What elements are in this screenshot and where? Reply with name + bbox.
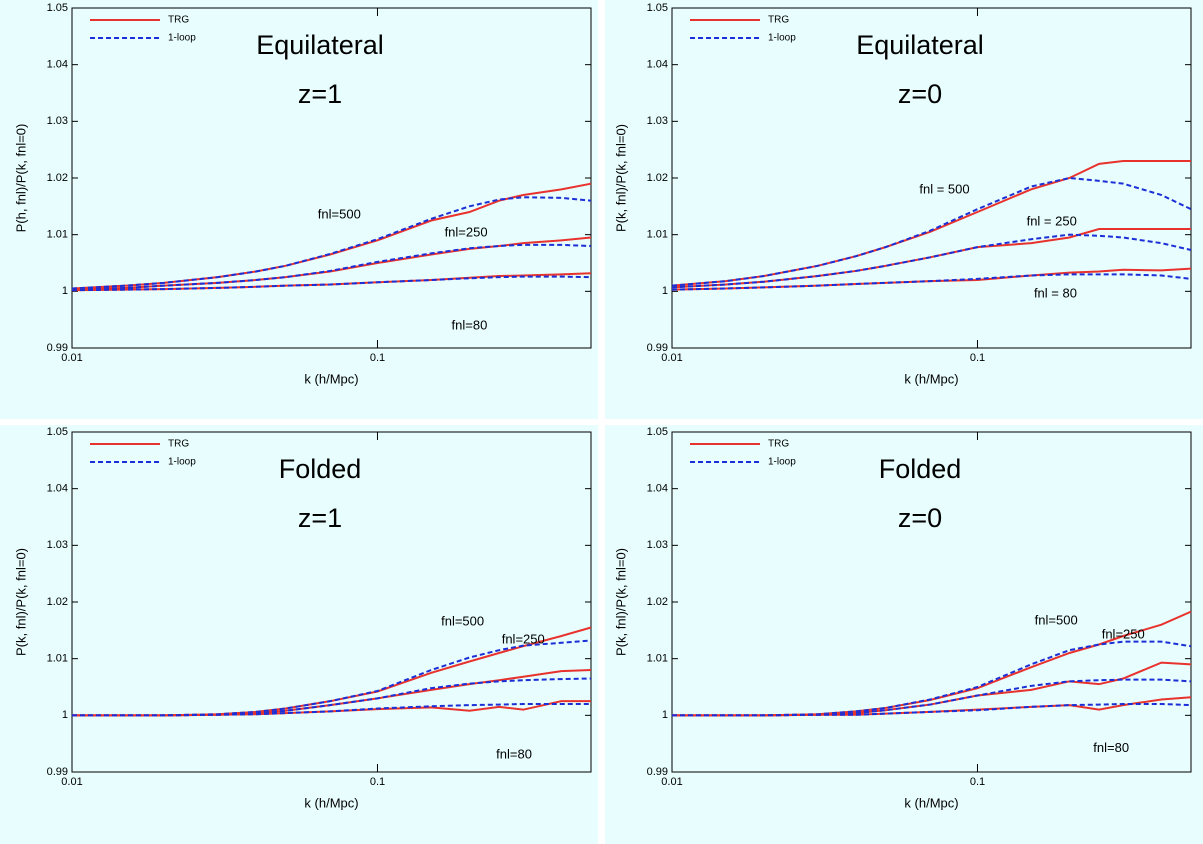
x-tick-label: 0.01: [61, 352, 82, 364]
legend-label: 1-loop: [768, 457, 796, 468]
x-tick-label: 0.01: [661, 352, 682, 364]
y-tick-label: 1: [62, 285, 68, 297]
chart-panel: 0.99 1 1.01 1.02 1.03 1.04 1.05 0.01 0.1 k (h/Mpc…: [13, 2, 592, 386]
y-tick-label: 1.02: [647, 172, 668, 184]
chart-panel: 0.99 1 1.01 1.02 1.03 1.04 1.05 0.01 0.1 k (h/Mpc…: [613, 2, 1192, 386]
data-line: [71, 196, 592, 290]
y-axis-label: P(k, fnl)/P(k, fnl=0): [613, 548, 628, 656]
y-tick-label: 0.99: [47, 766, 68, 778]
x-axis-label: k (h/Mpc): [304, 371, 358, 386]
y-tick-label: 1.01: [647, 653, 668, 665]
legend-label: 1-loop: [168, 33, 196, 44]
y-axis-label: P(h, fnl)/P(k, fnl=0): [13, 124, 28, 233]
y-tick-label: 1: [62, 709, 68, 721]
data-line: [72, 703, 591, 717]
legend-label: 1-loop: [168, 457, 196, 468]
y-tick-label: 1: [662, 709, 668, 721]
y-tick-label: 0.99: [47, 342, 68, 354]
annotation: fnl=500: [1035, 613, 1078, 628]
y-tick-label: 1.03: [647, 539, 668, 551]
y-tick-label: 1.03: [47, 539, 68, 551]
data-line: [672, 703, 1192, 717]
y-tick-label: 1.04: [647, 59, 668, 71]
x-axis-label: k (h/Mpc): [904, 795, 958, 810]
x-tick-label: 0.1: [970, 352, 985, 364]
x-tick-label: 0.01: [61, 776, 82, 788]
data-line: [71, 182, 592, 290]
chart-subtitle: z=1: [298, 503, 342, 533]
y-tick-label: 0.99: [647, 766, 668, 778]
y-tick-label: 1.02: [47, 596, 68, 608]
y-tick-label: 1.05: [647, 426, 668, 438]
data-line: [71, 275, 592, 292]
y-tick-label: 1.03: [647, 115, 668, 127]
chart-title: Equilateral: [256, 30, 384, 60]
y-tick-label: 1.04: [647, 483, 668, 495]
legend-label: TRG: [168, 439, 189, 450]
x-tick-label: 0.1: [370, 776, 385, 788]
y-tick-label: 1.05: [47, 426, 68, 438]
data-line: [671, 176, 1192, 287]
y-tick-label: 1.04: [47, 483, 68, 495]
panel-background: [605, 425, 1203, 844]
y-tick-label: 1.05: [647, 2, 668, 14]
chart-subtitle: z=1: [298, 79, 342, 109]
data-line: [671, 273, 1192, 291]
y-tick-label: 1: [662, 285, 668, 297]
annotation: fnl=250: [502, 631, 545, 646]
y-tick-label: 1.01: [47, 653, 68, 665]
y-tick-label: 1.03: [47, 115, 68, 127]
panel-background: [0, 0, 598, 419]
y-tick-label: 1.04: [47, 59, 68, 71]
annotation: fnl=500: [318, 206, 361, 221]
annotation: fnl=500: [441, 613, 484, 628]
y-tick-label: 1.05: [47, 2, 68, 14]
data-line: [671, 160, 1191, 287]
panel-background: [605, 0, 1203, 419]
chart-title: Folded: [879, 454, 962, 484]
chart-subtitle: z=0: [898, 79, 942, 109]
y-tick-label: 1.01: [647, 229, 668, 241]
y-tick-label: 1.02: [47, 172, 68, 184]
x-tick-label: 0.1: [970, 776, 985, 788]
y-tick-label: 1.02: [647, 596, 668, 608]
chart-title: Equilateral: [856, 30, 984, 60]
data-line: [71, 243, 592, 291]
legend-label: 1-loop: [768, 33, 796, 44]
legend-label: TRG: [168, 15, 189, 26]
x-axis-label: k (h/Mpc): [304, 795, 358, 810]
annotation: fnl=80: [496, 746, 532, 761]
annotation: fnl=250: [445, 224, 488, 239]
legend-label: TRG: [768, 439, 789, 450]
legend-label: TRG: [768, 15, 789, 26]
x-tick-label: 0.1: [370, 352, 385, 364]
panel-background: [0, 425, 598, 844]
annotation: fnl=80: [1093, 740, 1129, 755]
annotation: fnl = 250: [1027, 214, 1077, 229]
y-axis-label: P(k, fnl)/P(k, fnl=0): [613, 124, 628, 232]
annotation: fnl = 500: [919, 181, 969, 196]
annotation: fnl=250: [1102, 626, 1145, 641]
y-tick-label: 0.99: [647, 342, 668, 354]
y-tick-label: 1.01: [47, 229, 68, 241]
chart-panel: 0.99 1 1.01 1.02 1.03 1.04 1.05 0.01 0.1 k (h/Mpc…: [13, 426, 592, 810]
y-axis-label: P(k, fnl)/P(k, fnl=0): [13, 548, 28, 656]
chart-subtitle: z=0: [898, 503, 942, 533]
data-line: [671, 233, 1192, 289]
x-tick-label: 0.01: [661, 776, 682, 788]
annotation: fnl = 80: [1034, 286, 1077, 301]
x-axis-label: k (h/Mpc): [904, 371, 958, 386]
chart-panel: 0.99 1 1.01 1.02 1.03 1.04 1.05 0.01 0.1 k (h/Mpc…: [613, 426, 1192, 810]
chart-title: Folded: [279, 454, 362, 484]
annotation: fnl=80: [452, 317, 488, 332]
